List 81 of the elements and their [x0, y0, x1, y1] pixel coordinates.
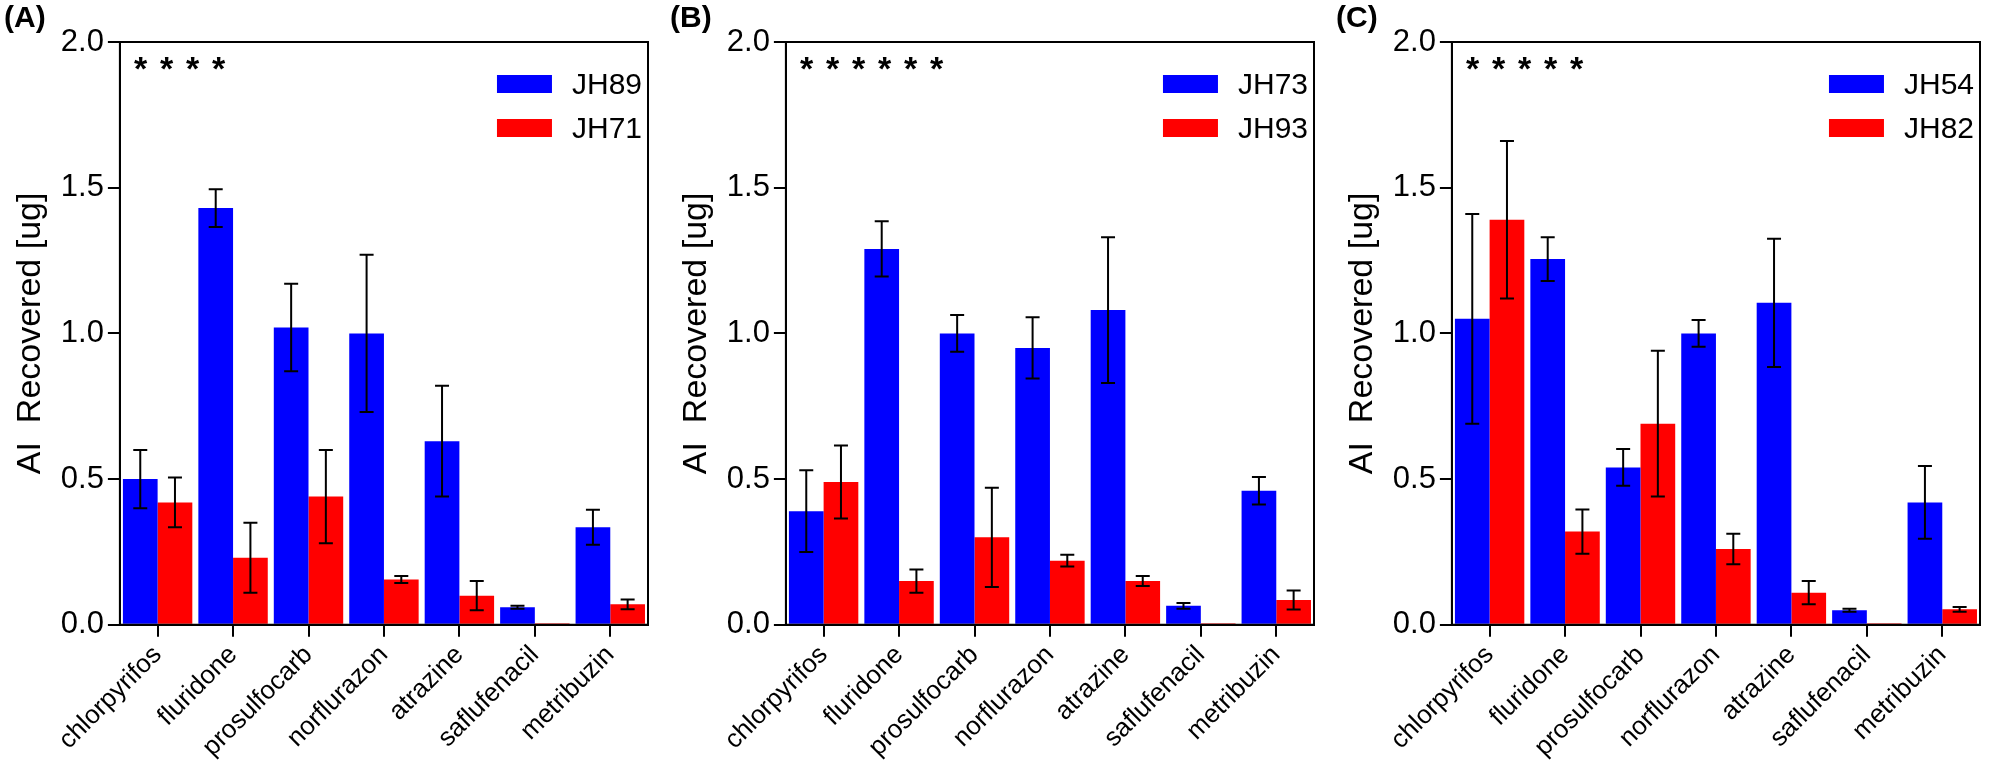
- annotation: *: [211, 49, 226, 88]
- bar: [864, 248, 900, 624]
- y-tick-label: 1.5: [60, 168, 104, 204]
- bar: [1756, 302, 1792, 624]
- bar: [1907, 502, 1943, 624]
- legend-label: JH54: [1903, 67, 1975, 101]
- bar: [1166, 605, 1201, 624]
- bar: [122, 479, 158, 624]
- bar: [1640, 423, 1676, 624]
- y-tick-label: 1.5: [726, 168, 770, 204]
- annotation: *: [133, 49, 148, 88]
- annotation: *: [825, 49, 840, 88]
- y-tick-label: 1.0: [60, 313, 104, 349]
- bar: [1276, 600, 1311, 624]
- bar: [1090, 310, 1126, 624]
- bar: [1942, 609, 1977, 624]
- bar: [1241, 490, 1277, 624]
- chart-title: (B): [670, 0, 712, 34]
- y-tick-label: 0.0: [726, 605, 770, 641]
- bar: [1049, 560, 1085, 624]
- legend-label: JH82: [1903, 111, 1975, 145]
- chart-title: (A): [4, 0, 46, 34]
- y-tick-label: 1.5: [1392, 168, 1436, 204]
- y-tick-label: 0.0: [1392, 605, 1436, 641]
- annotation: *: [903, 49, 918, 88]
- bar: [1489, 219, 1525, 624]
- annotation: *: [851, 49, 866, 88]
- bar: [273, 327, 309, 624]
- annotation: *: [1543, 49, 1558, 88]
- y-axis-title: AI Recovered [ug]: [674, 192, 713, 475]
- chart-title: (C): [1336, 0, 1378, 34]
- bar: [823, 481, 859, 624]
- bar: [1681, 333, 1716, 624]
- annotation: *: [1491, 49, 1506, 88]
- annotation: *: [1465, 49, 1480, 88]
- annotation: *: [159, 49, 174, 88]
- y-tick-label: 0.0: [60, 605, 104, 641]
- bar: [308, 496, 344, 624]
- bar: [575, 527, 611, 624]
- legend-label: JH73: [1237, 67, 1309, 101]
- bar: [383, 579, 419, 624]
- bar: [424, 441, 460, 624]
- y-tick-label: 0.5: [60, 459, 104, 495]
- bar: [1125, 581, 1161, 624]
- y-axis-title: AI Recovered [ug]: [1340, 192, 1379, 475]
- bar: [1791, 592, 1827, 624]
- y-tick-label: 1.0: [1392, 313, 1436, 349]
- bar: [1715, 549, 1751, 624]
- y-axis-title: AI Recovered [ug]: [8, 192, 47, 475]
- bar: [1530, 259, 1566, 624]
- y-tick-label: 1.0: [726, 313, 770, 349]
- y-tick-label: 2.0: [726, 22, 770, 58]
- annotation: *: [185, 49, 200, 88]
- bar: [788, 511, 824, 624]
- bar: [1832, 610, 1867, 624]
- bar: [610, 604, 645, 624]
- bar: [198, 208, 234, 624]
- y-tick-label: 2.0: [1392, 22, 1436, 58]
- bar: [1565, 531, 1600, 624]
- bar: [939, 333, 975, 624]
- annotation: *: [877, 49, 892, 88]
- bar: [233, 557, 268, 624]
- bar: [459, 595, 495, 624]
- legend-label: JH93: [1237, 111, 1309, 145]
- bar: [1015, 347, 1050, 624]
- bar: [974, 537, 1010, 624]
- y-tick-label: 2.0: [60, 22, 104, 58]
- bar: [899, 581, 934, 624]
- bar: [349, 333, 384, 624]
- bar: [1605, 467, 1641, 624]
- bar: [157, 502, 193, 624]
- y-tick-label: 0.5: [726, 459, 770, 495]
- legend-label: JH89: [571, 67, 643, 101]
- annotation: *: [1569, 49, 1584, 88]
- annotation: *: [1517, 49, 1532, 88]
- bar: [500, 607, 535, 624]
- legend-label: JH71: [571, 111, 643, 145]
- bar: [1454, 318, 1490, 624]
- annotation: *: [799, 49, 814, 88]
- y-tick-label: 0.5: [1392, 459, 1436, 495]
- annotation: *: [929, 49, 944, 88]
